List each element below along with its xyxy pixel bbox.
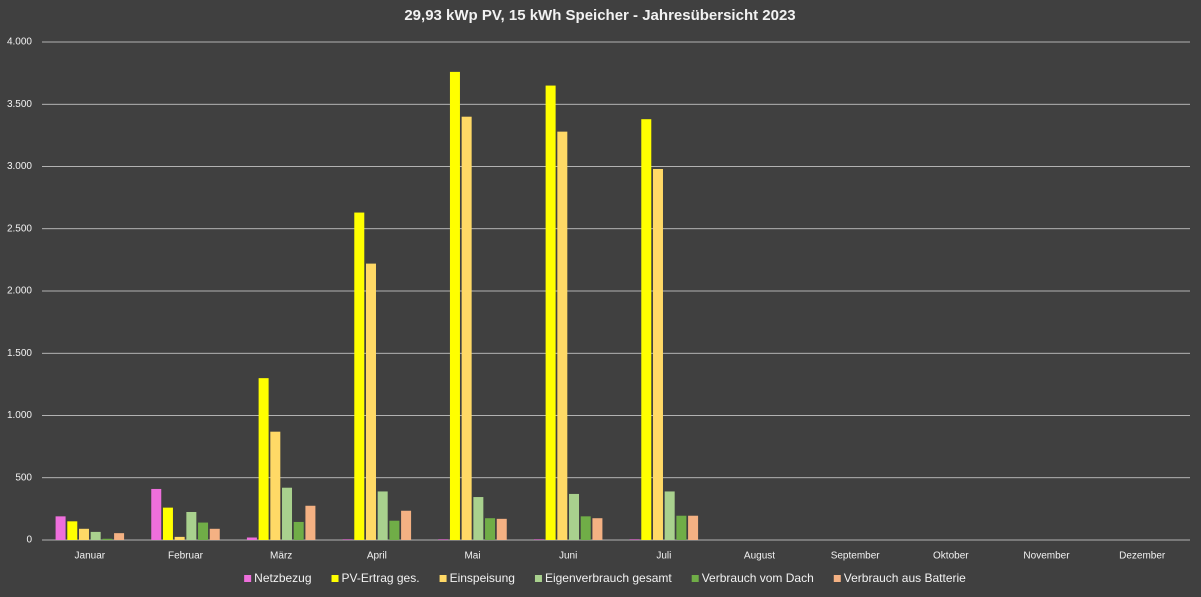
bar [282,487,293,540]
bar [664,491,675,540]
bar [342,539,353,540]
bar [365,263,376,540]
chart-title: 29,93 kWp PV, 15 kWh Speicher - Jahresüb… [404,7,795,24]
bar [78,528,89,540]
bar [102,538,113,540]
y-tick-label: 0 [26,535,32,546]
bar [305,505,316,540]
x-tick-label: Dezember [1119,551,1166,562]
x-tick-label: Januar [75,551,106,562]
legend-label: Verbrauch aus Batterie [844,571,966,585]
bar [688,515,699,540]
legend-label: PV-Ertrag ges. [342,571,420,585]
bar [641,119,652,540]
y-tick-label: 3.500 [7,99,32,110]
bar [580,516,591,540]
legend-swatch [534,575,542,582]
legend-swatch [439,575,447,582]
bar [246,537,257,540]
bar [389,520,400,540]
x-tick-label: Oktober [933,551,969,562]
bar [461,116,472,540]
bar [151,488,162,540]
y-tick-label: 500 [15,472,32,483]
x-tick-label: Februar [168,551,204,562]
bar [114,533,125,540]
x-tick-label: Mai [464,551,480,562]
x-tick-label: September [831,551,881,562]
y-tick-label: 2.000 [7,286,32,297]
bar [676,515,687,540]
y-tick-label: 2.500 [7,223,32,234]
y-tick-label: 1.000 [7,410,32,421]
bar [401,510,412,540]
bar [174,536,185,540]
legend-label: Netzbezug [254,571,311,585]
bar [67,521,78,540]
legend-swatch [244,575,252,582]
bar [270,431,281,540]
bar [592,518,603,540]
legend-swatch [331,575,339,582]
bar [55,516,66,540]
bar [162,507,173,540]
y-tick-label: 1.500 [7,348,32,359]
bar [557,131,568,540]
bar [652,168,663,541]
y-tick-label: 4.000 [7,37,32,48]
bar [545,85,556,540]
bar [533,539,544,540]
legend-label: Verbrauch vom Dach [702,571,814,585]
bar [293,521,304,540]
bar [209,528,220,540]
legend-label: Eigenverbrauch gesamt [545,571,672,585]
bar [186,511,197,540]
x-tick-label: April [367,551,387,562]
bar [198,522,209,540]
bar [377,491,388,540]
x-tick-label: Juli [656,551,671,562]
bar [629,539,640,540]
x-tick-label: August [744,551,775,562]
bar [258,378,269,540]
bar [569,493,580,540]
bar [496,518,507,540]
bar [485,518,496,540]
legend: Netzbezug PV-Ertrag ges. Einspeisung Eigenv… [244,571,966,585]
bar [438,539,449,540]
x-tick-label: Juni [559,551,577,562]
x-tick-label: März [270,551,292,562]
bar [354,212,365,540]
y-tick-label: 3.000 [7,161,32,172]
bar [449,71,460,540]
bar [473,497,484,540]
legend-swatch [833,575,841,582]
x-tick-label: November [1023,551,1070,562]
legend-label: Einspeisung [450,571,515,585]
legend-swatch [691,575,699,582]
bar [90,531,101,540]
